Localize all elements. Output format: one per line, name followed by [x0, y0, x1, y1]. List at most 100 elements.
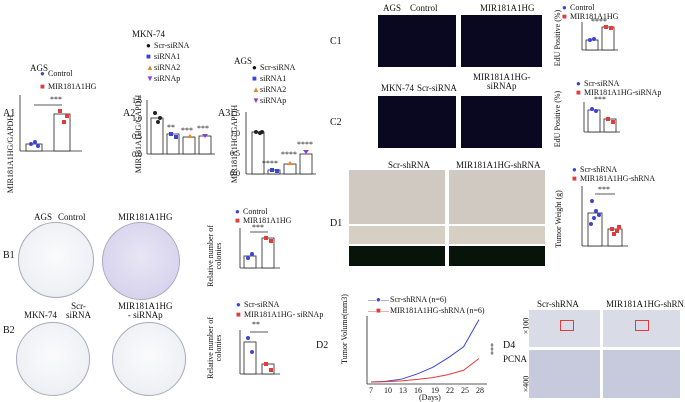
a2-legend-item: siRNA1: [154, 52, 181, 61]
a2-point: [174, 135, 178, 139]
a3-legend-dot: ■: [252, 74, 257, 83]
d2-series-sh: [370, 358, 480, 383]
c2-cell-line: MKN-74: [381, 83, 414, 93]
d1-cond1: Scr-shRNA: [388, 160, 430, 170]
a2-tick: 0.5: [132, 132, 142, 141]
d2-legend-line: —●—: [368, 295, 389, 304]
c2-legend-dot: ●: [576, 79, 581, 88]
c1-edu-image-mir: [461, 15, 542, 67]
a2-legend-dot: ●: [146, 41, 151, 50]
a2-sig: **: [167, 123, 175, 132]
b2-plate-scr: [16, 322, 90, 396]
a3-legend-item: siRNA2: [260, 85, 287, 94]
d1-cond2: MIR181A1HG-shRNA: [456, 160, 541, 170]
c1-cond2: MIR181A1HG: [480, 3, 535, 13]
b1-point: [246, 256, 250, 260]
d3-sig: ***: [598, 185, 610, 194]
a2-legend-item: siRNAp: [154, 74, 181, 83]
b1-legend-item: Control: [243, 207, 268, 216]
panel-label-a1: A1: [3, 108, 16, 119]
c2-edu-image-scr: [378, 96, 456, 148]
b1-cond2: MIR181A1HG: [118, 212, 173, 222]
a2-tick: 1.0: [132, 114, 142, 123]
d1-tumor-photo-scr: [349, 226, 445, 244]
a1-legend-control: Control: [48, 69, 73, 78]
a1-legend-dot-control: ●: [40, 69, 45, 78]
d1-tumor-photo-sh: [449, 226, 545, 244]
b1-legend-item: MIR181A1HG: [243, 216, 292, 225]
a2-point: [169, 132, 173, 136]
c1-legend-dot: ■: [562, 12, 567, 21]
b2-legend-dot: ■: [236, 310, 241, 319]
a3-sig: ****: [262, 159, 278, 168]
a3-tick: 0.0: [230, 169, 240, 178]
c2-legend-item: MIR181A1HG-siRNAp: [584, 88, 662, 97]
c1-point: [604, 25, 608, 29]
d4-ihc-sh-100x: [603, 310, 680, 347]
b2-point: [250, 350, 254, 354]
c2-edu-image-sirna: [461, 96, 542, 148]
b2-cond2: MIR181A1HG - siRNAp: [118, 301, 173, 320]
d4-ihc-scr-400x: [529, 350, 600, 398]
c2-ylabel: EdU Positive (%): [553, 90, 563, 148]
d3-point: [597, 213, 601, 217]
a1-chart: [19, 95, 82, 152]
panel-label-b1: B1: [3, 250, 15, 261]
d3-bar: [587, 212, 603, 247]
c2-cond1: Scr-siRNA: [417, 83, 457, 93]
a1-legend-mir: MIR181A1HG: [48, 82, 97, 91]
c1-bar: [585, 39, 599, 51]
a2-legend-dot: ▲: [146, 63, 154, 72]
c1-cond1: Control: [410, 3, 438, 13]
b2-cond1: Scr- siRNA: [66, 301, 92, 320]
b1-legend-dot: ■: [235, 216, 240, 225]
a3-legend-item: Scr-siRNA: [260, 63, 296, 72]
d3-point: [610, 227, 614, 231]
d3-point: [617, 225, 621, 229]
b1-point: [264, 236, 268, 240]
a3-point: [260, 130, 264, 134]
a1-ylabel: MIR181A1HG/GAPDH: [6, 114, 16, 194]
b2-legend-item: MIR181A1HG- siRNAp: [244, 310, 324, 319]
d2-legend-item: Scr-shRNA (n=6): [390, 295, 447, 304]
a1-point: [33, 140, 37, 144]
c2-sig: ***: [594, 95, 606, 104]
b2-point: [269, 368, 273, 372]
a2-tick: 1.5: [132, 96, 142, 105]
d1-mice-photo-sh: [449, 170, 545, 224]
a3-legend-item: siRNAp: [260, 96, 287, 105]
c1-legend-item: Control: [570, 3, 595, 12]
c1-point: [588, 38, 592, 42]
panel-label-b2: B2: [3, 325, 15, 336]
d2-tick: 25: [461, 386, 469, 395]
d3-legend-item: Scr-shRNA: [580, 165, 618, 174]
a2-point: [187, 134, 193, 138]
d2-legend-item: MIR181A1HG-shRNA (n=6): [390, 306, 485, 315]
panel-label-d4: D4: [503, 340, 516, 351]
c1-chart: [581, 22, 618, 51]
b1-ylabel: Relative number of colonies: [206, 225, 223, 287]
c2-point: [594, 109, 598, 113]
b2-cell-line: MKN-74: [24, 310, 57, 320]
panel-label-a2: A2: [123, 108, 136, 119]
c2-point: [606, 117, 610, 121]
b1-sig: ***: [252, 223, 264, 232]
d2-sig: ***: [489, 343, 498, 355]
a1-legend-dot-mir: ■: [40, 82, 45, 91]
a2-point: [158, 116, 162, 120]
d2-tick: 10: [384, 386, 392, 395]
a2-tick: 0.0: [132, 150, 142, 159]
c1-legend-item: MIR181A1HG: [570, 12, 619, 21]
d4-zoom-box: [635, 320, 649, 331]
a3-legend-dot: ▼: [252, 96, 260, 105]
b1-legend-dot: ●: [235, 207, 240, 216]
b2-legend-dot: ●: [236, 300, 241, 309]
b2-point: [246, 336, 250, 340]
a2-cell-line: MKN-74: [132, 29, 165, 39]
b2-sig: **: [252, 320, 260, 329]
a1-bar-mir: [53, 113, 71, 152]
d2-xlabel: (Days): [419, 393, 441, 402]
d4-ihc-scr-100x: [529, 310, 600, 347]
c2-legend-dot: ■: [576, 88, 581, 97]
panel-label-c2: C2: [330, 117, 342, 128]
